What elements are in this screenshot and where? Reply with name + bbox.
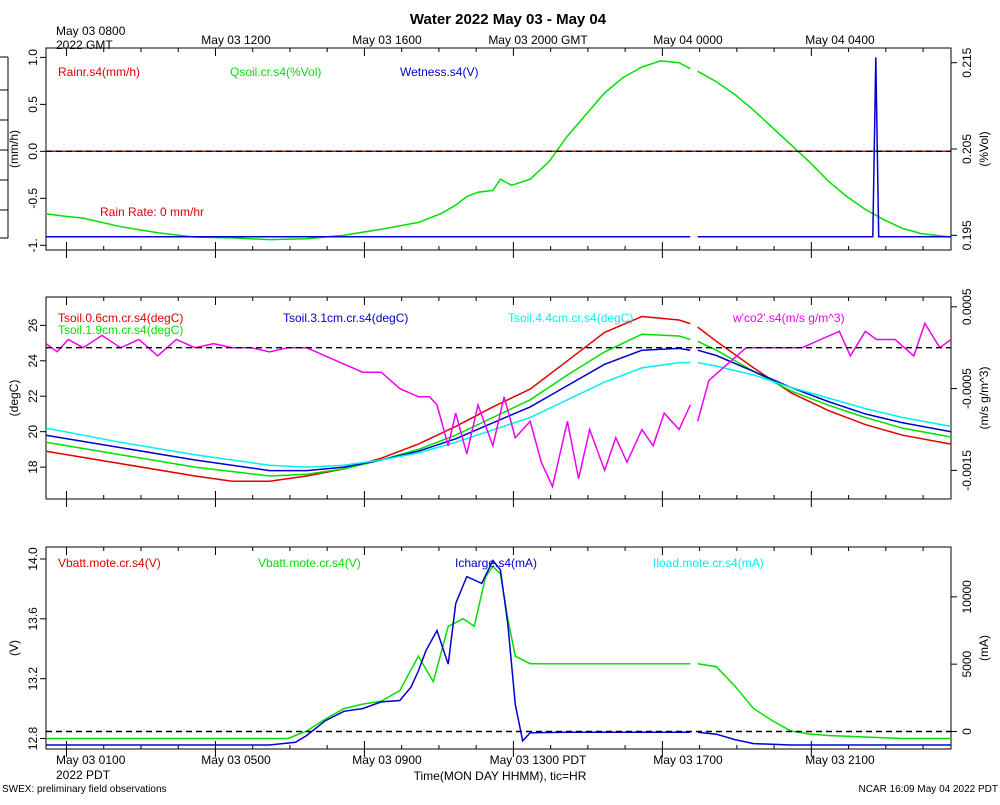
legend-entry: Icharge.s4(mA) — [455, 556, 537, 570]
bottom-time-label: May 03 1700 — [653, 753, 723, 767]
y-tick-label-left: -0.5 — [26, 188, 40, 209]
bottom-time-label: May 03 1300 PDT — [490, 753, 587, 767]
y-tick-label-right: 5000 — [960, 650, 974, 677]
top-time-label: May 04 0400 — [805, 33, 875, 47]
legend-entry: Rainr.s4(mm/h) — [58, 65, 140, 79]
y-tick-label-right: 0.0005 — [960, 288, 974, 325]
bottom-time-label: May 03 0500 — [201, 753, 271, 767]
top-time-axis: May 03 0800 2022 GMT May 03 1200 May 03 … — [56, 24, 875, 52]
legend-entry: Tsoil.0.6cm.cr.s4(degC) — [58, 311, 183, 325]
bottom-time-label: May 03 0100 — [56, 753, 126, 767]
series-line — [45, 60, 952, 241]
series-line — [45, 321, 952, 490]
y-tick-label-right: 0.195 — [960, 220, 974, 250]
y-tick-label-left: -1. — [26, 238, 40, 252]
series-line — [45, 315, 952, 483]
x-axis-label: Time(MON DAY HHMM), tic=HR — [414, 769, 587, 783]
rain-rate-annotation: Rain Rate: 0 mm/hr — [100, 205, 204, 219]
y-tick-label-left: 22 — [26, 389, 40, 403]
y-tick-label-left: 14.0 — [26, 547, 40, 571]
y-tick-label-right: -0.0015 — [960, 450, 974, 491]
top-time-label: May 03 0800 — [56, 24, 126, 38]
y-axis-label-left: (mm/h) — [7, 130, 21, 168]
series-line — [46, 565, 951, 740]
y-tick-label-right: 10000 — [960, 580, 974, 614]
legend-entry: Tsoil.1.9cm.cr.s4(degC) — [58, 323, 183, 337]
legend-entry: Vbatt.mote.cr.s4(V) — [58, 556, 161, 570]
top-time-label: May 03 1200 — [201, 33, 271, 47]
y-tick-label-right: 0.215 — [960, 47, 974, 77]
chart-title: Water 2022 May 03 - May 04 — [410, 11, 607, 28]
y-axis-label-right: (mA) — [977, 635, 991, 661]
chart-panels: 1.0 0.5 0.0 -0.5 -1. (mm/h) 0.215 0.205 0.195 (%V… — [7, 47, 991, 757]
y-tick-label-right: 0 — [960, 728, 974, 735]
bottom-time-axis: May 03 0100 2022 PDT May 03 0500 May 03 … — [56, 753, 875, 783]
battery-panel: 14.0 13.6 13.2 12.8 (V) 10000 5000 0 (mA) Vbatt.m… — [7, 546, 991, 757]
footer-right-note: NCAR 16:09 May 04 2022 PDT — [858, 784, 998, 795]
temperature-panel: 26 24 22 20 18 (degC) 0.0005 -0.0005 -0.0015 (m/s… — [7, 288, 991, 507]
top-time-sub: 2022 GMT — [56, 38, 113, 52]
bottom-time-label: May 03 0900 — [352, 753, 422, 767]
y-axis-label-left: (degC) — [7, 380, 21, 417]
footer-left-note: SWEX: preliminary field observations — [2, 784, 167, 795]
water-panel: 1.0 0.5 0.0 -0.5 -1. (mm/h) 0.215 0.205 0.195 (%V… — [7, 47, 991, 258]
y-tick-label-left: 13.2 — [26, 667, 40, 691]
legend-entry: Iload.mote.cr.s4(mA) — [653, 556, 764, 570]
top-time-label: May 03 1600 — [352, 33, 422, 47]
y-tick-label-left: 0.0 — [26, 143, 40, 160]
legend-entry: Qsoil.cr.s4(%Vol) — [230, 65, 321, 79]
series-line — [45, 333, 952, 477]
legend-entry: w'co2'.s4(m/s g/m^3) — [732, 311, 845, 325]
y-tick-label-left: 26 — [26, 318, 40, 332]
plot-frame — [45, 546, 952, 750]
y-tick-label-left: 13.6 — [26, 607, 40, 631]
top-time-label: May 04 0000 — [653, 33, 723, 47]
plot-frame — [45, 296, 952, 500]
series-line — [46, 57, 951, 238]
y-axis-label-right: (%Vol) — [977, 131, 991, 166]
y-tick-label-right: -0.0005 — [960, 368, 974, 409]
series-line — [45, 347, 952, 472]
y-tick-label-left: 18 — [26, 460, 40, 474]
y-tick-label-left: 24 — [26, 354, 40, 368]
y-tick-label-left: 12.8 — [26, 727, 40, 751]
legend-entry: Tsoil.4.4cm.cr.s4(degC) — [508, 311, 633, 325]
left-edge-marks — [0, 56, 9, 239]
legend-entry: Vbatt.mote.cr.s4(V) — [258, 556, 361, 570]
bottom-time-sub: 2022 PDT — [56, 768, 111, 782]
plot-frame — [45, 47, 952, 251]
y-tick-label-left: 0.5 — [26, 96, 40, 113]
y-axis-label-right: (m/s g/m^3) — [977, 367, 991, 430]
top-time-label: May 03 2000 GMT — [488, 33, 588, 47]
y-tick-label-left: 1.0 — [26, 49, 40, 66]
legend-entry: Tsoil.3.1cm.cr.s4(degC) — [283, 311, 408, 325]
series-line — [46, 559, 951, 746]
legend-entry: Wetness.s4(V) — [400, 65, 478, 79]
bottom-time-label: May 03 2100 — [805, 753, 875, 767]
y-tick-label-right: 0.205 — [960, 134, 974, 164]
y-tick-label-left: 20 — [26, 425, 40, 439]
y-axis-label-left: (V) — [7, 640, 21, 656]
